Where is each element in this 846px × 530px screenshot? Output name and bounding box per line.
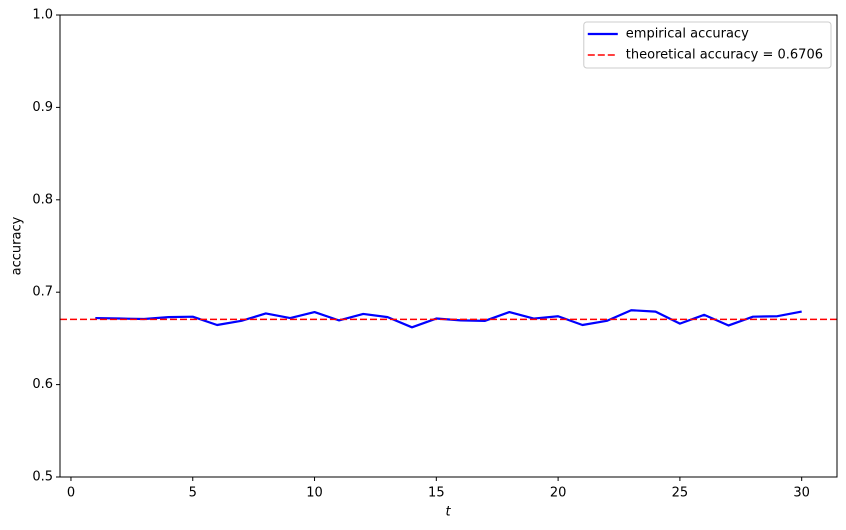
y-tick-label: 0.5 bbox=[32, 470, 53, 485]
legend-label: theoretical accuracy = 0.6706 bbox=[626, 48, 823, 63]
y-tick-label: 1.0 bbox=[32, 8, 53, 23]
x-tick-label: 20 bbox=[550, 486, 567, 501]
x-tick-label: 30 bbox=[793, 486, 810, 501]
legend-box bbox=[583, 21, 832, 69]
plot-frame bbox=[59, 14, 838, 478]
x-tick-label: 0 bbox=[67, 486, 75, 501]
x-tick-label: 15 bbox=[428, 486, 445, 501]
y-tick-label: 0.7 bbox=[32, 285, 53, 300]
y-tick-label: 0.9 bbox=[32, 100, 53, 115]
y-tick-label: 0.8 bbox=[32, 192, 53, 207]
x-tick-label: 25 bbox=[672, 486, 689, 501]
x-axis-label: t bbox=[445, 505, 451, 520]
legend: empirical accuracy theoretical accuracy =… bbox=[583, 21, 832, 69]
x-tick-label: 5 bbox=[189, 486, 197, 501]
data-line bbox=[95, 309, 802, 329]
x-tick-label: 10 bbox=[306, 486, 323, 501]
legend-label: empirical accuracy bbox=[626, 27, 749, 42]
y-tick-label: 0.6 bbox=[32, 377, 53, 392]
y-axis-label: accuracy bbox=[10, 216, 25, 275]
